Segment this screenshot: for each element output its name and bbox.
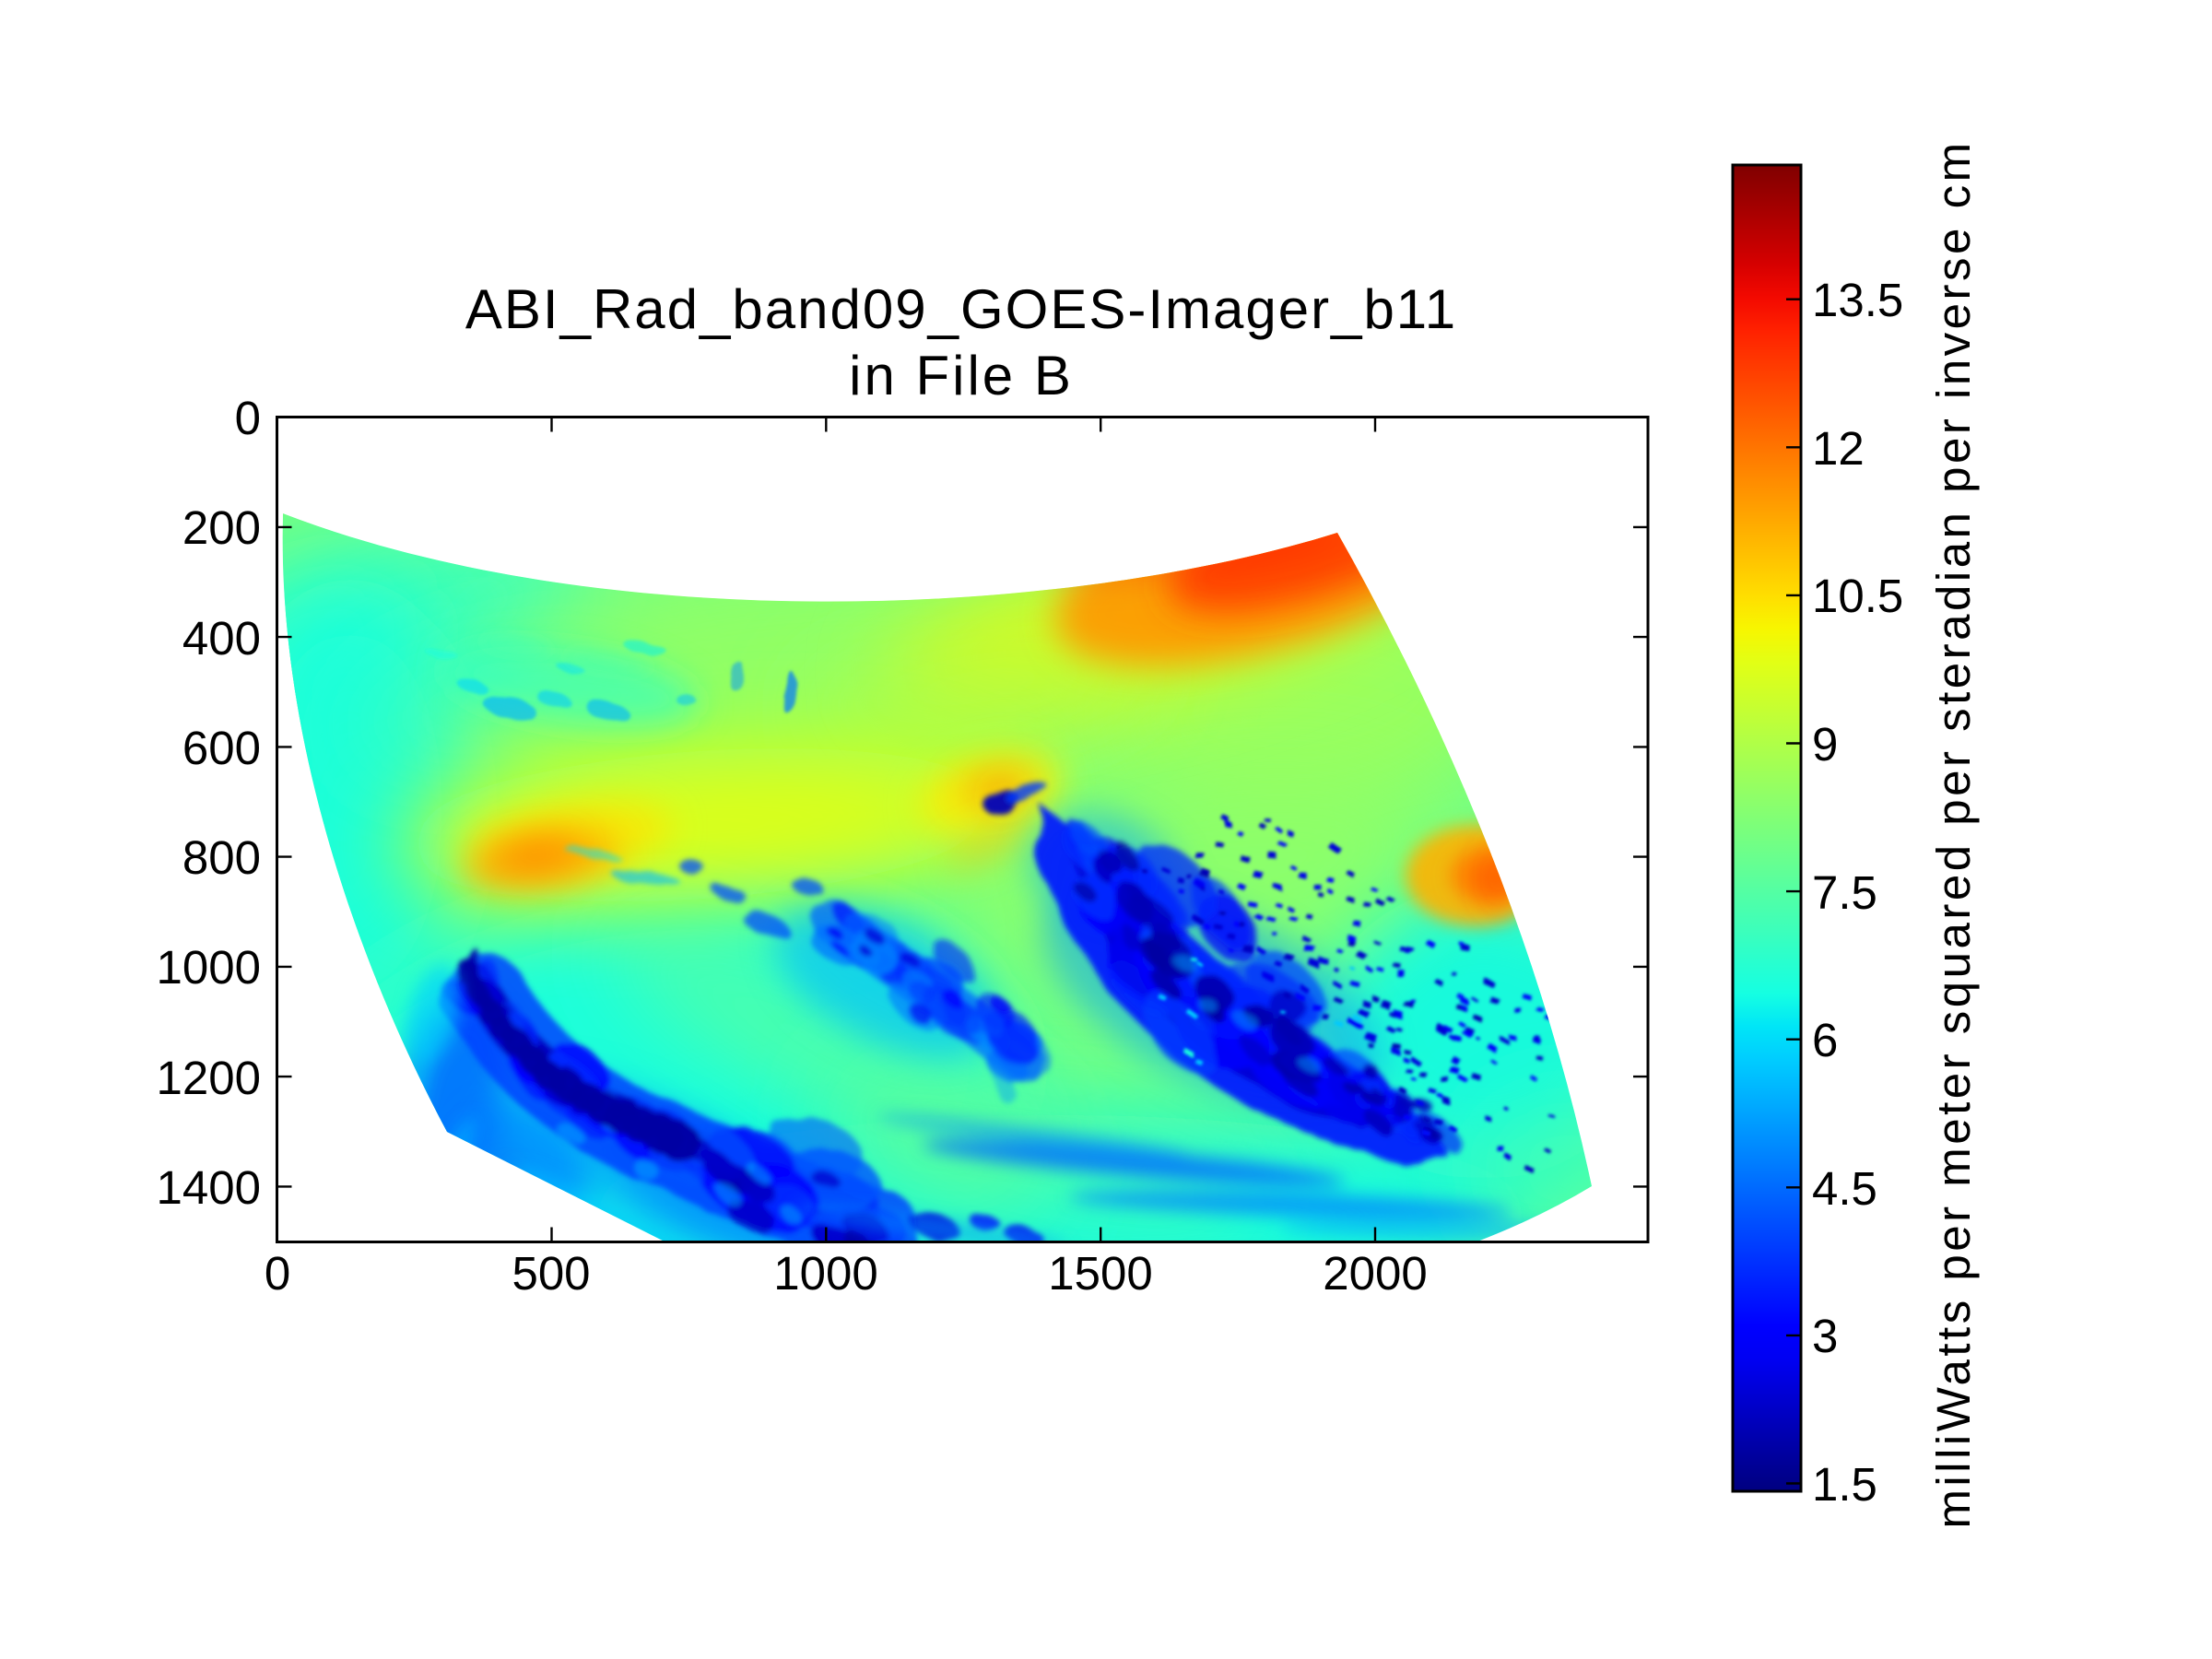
- svg-text:0: 0: [265, 1247, 290, 1300]
- svg-text:600: 600: [182, 722, 261, 774]
- svg-text:1000: 1000: [773, 1247, 877, 1300]
- svg-text:1400: 1400: [157, 1161, 261, 1214]
- svg-text:13.5: 13.5: [1812, 274, 1903, 326]
- svg-text:4.5: 4.5: [1812, 1162, 1877, 1215]
- svg-text:milliWatts per meter squared p: milliWatts per meter squared per steradi…: [1927, 139, 1980, 1528]
- svg-text:500: 500: [512, 1247, 590, 1300]
- svg-text:6: 6: [1812, 1014, 1838, 1066]
- svg-text:2000: 2000: [1323, 1247, 1427, 1300]
- svg-text:800: 800: [182, 831, 261, 884]
- svg-text:10.5: 10.5: [1812, 570, 1903, 622]
- svg-text:1.5: 1.5: [1812, 1458, 1877, 1511]
- svg-text:in File B: in File B: [849, 345, 1074, 406]
- svg-text:200: 200: [182, 501, 261, 554]
- svg-text:0: 0: [235, 392, 261, 444]
- svg-text:12: 12: [1812, 422, 1865, 475]
- svg-text:3: 3: [1812, 1310, 1838, 1362]
- svg-text:1000: 1000: [157, 941, 261, 994]
- svg-text:1200: 1200: [157, 1052, 261, 1104]
- svg-text:ABI_Rad_band09_GOES-Imager_b11: ABI_Rad_band09_GOES-Imager_b11: [465, 278, 1457, 340]
- svg-text:7.5: 7.5: [1812, 866, 1877, 919]
- svg-text:1500: 1500: [1048, 1247, 1152, 1300]
- svg-text:400: 400: [182, 612, 261, 665]
- svg-text:9: 9: [1812, 718, 1838, 771]
